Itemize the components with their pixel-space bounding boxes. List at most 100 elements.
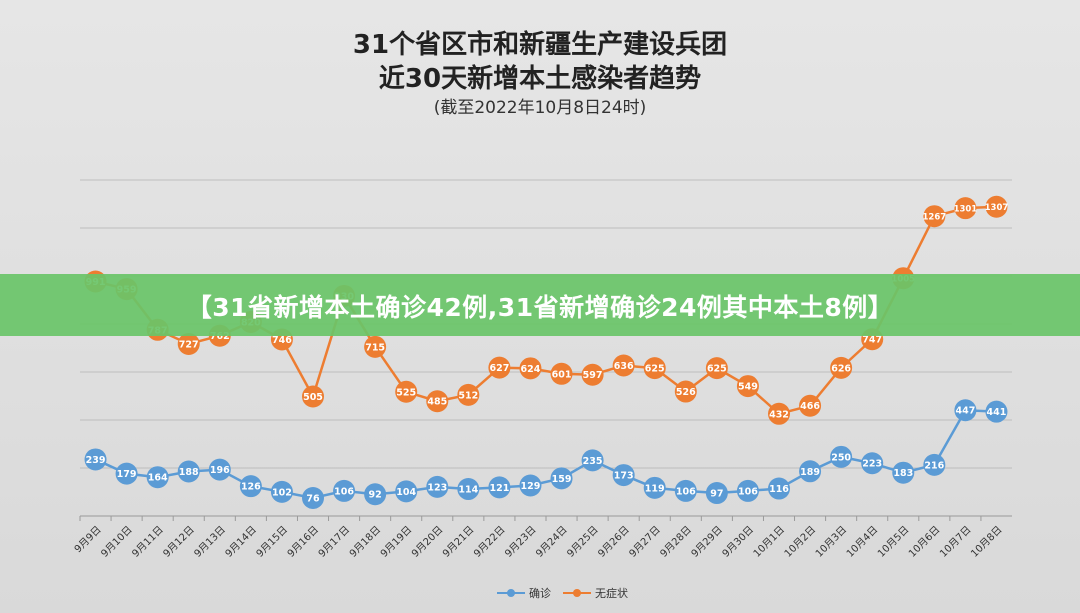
x-tick-label: 9月27日 [627, 524, 663, 560]
x-tick-label: 9月28日 [658, 524, 694, 560]
data-label: 179 [117, 469, 137, 480]
x-tick-label: 9月12日 [161, 524, 197, 560]
data-point [705, 357, 728, 380]
legend-item-asymptomatic: 无症状 [563, 585, 628, 601]
data-label: 173 [614, 471, 634, 482]
data-label: 1267 [922, 213, 946, 223]
x-tick-label: 9月18日 [347, 524, 383, 560]
data-label: 92 [369, 490, 382, 501]
data-point [519, 474, 542, 497]
x-tick-label: 9月23日 [502, 524, 538, 560]
x-tick-label: 10月3日 [813, 524, 849, 560]
x-tick-label: 9月22日 [471, 524, 507, 560]
legend-item-confirmed: 确诊 [497, 585, 551, 601]
data-point [861, 452, 884, 475]
x-tick-label: 9月13日 [192, 524, 228, 560]
x-tick-label: 10月7日 [937, 524, 973, 560]
data-label: 235 [583, 456, 603, 467]
data-label: 636 [614, 361, 634, 372]
chart-subtitle: (截至2022年10月8日24时) [433, 98, 647, 118]
data-label: 102 [272, 487, 292, 498]
data-label: 485 [427, 397, 447, 408]
data-label: 239 [86, 455, 106, 466]
data-label: 104 [396, 487, 416, 498]
data-label: 762 [210, 331, 230, 342]
data-point [519, 357, 542, 380]
data-point [799, 460, 822, 483]
data-label: 126 [241, 482, 261, 493]
data-label: 183 [893, 468, 913, 479]
data-point [985, 195, 1008, 218]
legend-line-asymptomatic [563, 589, 591, 597]
data-point [674, 479, 697, 502]
data-point [426, 475, 449, 498]
series-line-0 [95, 408, 997, 500]
data-point [177, 332, 200, 355]
data-point [830, 445, 853, 468]
data-point [830, 356, 853, 379]
data-label: 624 [521, 364, 541, 375]
data-point [302, 487, 324, 510]
data-point [364, 335, 387, 358]
data-point [954, 399, 977, 422]
data-point [612, 354, 635, 377]
data-label: 1307 [985, 203, 1009, 213]
data-label: 512 [458, 390, 478, 401]
data-label: 76 [306, 494, 320, 505]
data-point [612, 464, 635, 487]
data-point [457, 478, 480, 501]
data-label: 601 [552, 369, 572, 380]
data-label: 727 [179, 339, 199, 350]
x-tick-label: 9月17日 [316, 524, 352, 560]
data-label: 466 [800, 401, 820, 412]
data-label: 121 [489, 483, 509, 494]
data-point [736, 479, 759, 502]
legend-label-confirmed: 确诊 [529, 587, 551, 600]
data-label: 597 [583, 370, 603, 381]
x-tick-label: 9月9日 [72, 524, 104, 556]
data-point [550, 467, 573, 490]
data-point [488, 356, 511, 379]
data-label: 123 [427, 482, 447, 493]
x-tick-label: 9月15日 [254, 524, 290, 560]
data-point [177, 460, 200, 483]
data-label: 525 [396, 387, 416, 398]
data-label: 747 [862, 335, 882, 346]
data-label: 625 [707, 364, 727, 375]
data-point [302, 385, 324, 408]
data-label: 116 [769, 484, 789, 495]
legend-label-asymptomatic: 无症状 [595, 587, 628, 600]
data-label: 119 [645, 483, 665, 494]
x-tick-label: 9月16日 [285, 524, 321, 560]
data-point [985, 400, 1008, 423]
data-point [426, 390, 449, 413]
chart-title-line1: 31个省区市和新疆生产建设兵团 [352, 30, 728, 60]
data-point [674, 380, 697, 403]
data-point [84, 448, 107, 471]
data-label: 188 [179, 467, 199, 478]
data-point [643, 476, 666, 499]
x-tick-label: 10月5日 [875, 524, 911, 560]
data-point [768, 402, 790, 425]
data-point [892, 461, 915, 484]
data-point [270, 480, 293, 503]
data-label: 196 [210, 465, 230, 476]
x-tick-label: 9月25日 [565, 524, 601, 560]
x-tick-label: 9月29日 [689, 524, 725, 560]
data-label: 106 [676, 486, 696, 497]
data-point [923, 205, 946, 228]
data-label: 216 [924, 460, 944, 471]
data-point [395, 380, 418, 403]
data-point [799, 394, 822, 417]
data-label: 626 [831, 363, 851, 374]
data-point [768, 477, 790, 500]
data-label: 189 [800, 467, 820, 478]
data-point [736, 375, 759, 398]
data-label: 129 [521, 481, 541, 492]
x-tick-label: 9月11日 [130, 524, 166, 560]
data-point [550, 362, 573, 385]
data-point [954, 197, 977, 220]
data-label: 159 [552, 474, 572, 485]
data-label: 223 [862, 459, 882, 470]
